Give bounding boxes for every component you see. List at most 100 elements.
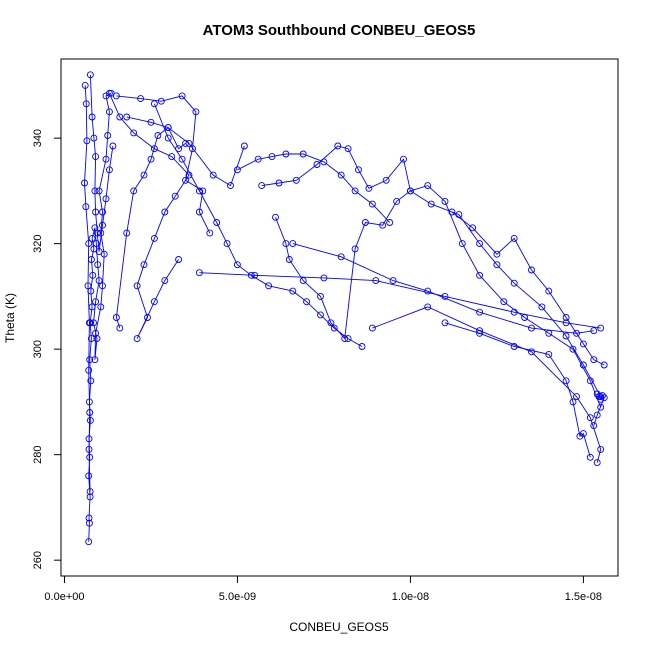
data-point bbox=[330, 324, 338, 332]
data-point bbox=[157, 97, 165, 105]
data-point bbox=[372, 277, 380, 285]
data-point bbox=[195, 208, 203, 216]
data-point bbox=[92, 240, 100, 248]
data-point bbox=[569, 398, 577, 406]
data-point bbox=[299, 150, 307, 158]
data-point bbox=[289, 240, 297, 248]
data-point bbox=[192, 108, 200, 116]
data-point bbox=[213, 219, 221, 226]
data-point bbox=[562, 332, 570, 340]
data-point bbox=[133, 335, 141, 343]
data-point bbox=[510, 234, 518, 242]
data-point bbox=[337, 253, 345, 261]
series-line bbox=[199, 272, 601, 329]
x-tick-label: 1.0e-08 bbox=[392, 591, 429, 603]
data-point bbox=[93, 229, 101, 237]
data-point bbox=[579, 340, 587, 348]
data-series bbox=[233, 150, 394, 226]
data-point bbox=[424, 287, 432, 295]
data-point bbox=[91, 356, 99, 364]
data-point bbox=[116, 113, 124, 121]
data-point bbox=[334, 142, 342, 150]
series-line bbox=[126, 116, 245, 187]
data-point bbox=[597, 395, 605, 403]
series-line bbox=[292, 243, 594, 334]
data-point bbox=[175, 256, 183, 263]
data-point bbox=[140, 261, 148, 269]
data-point bbox=[275, 179, 283, 187]
data-point bbox=[476, 329, 484, 337]
data-point bbox=[382, 176, 390, 184]
series-line bbox=[88, 92, 112, 542]
data-point bbox=[92, 298, 100, 306]
data-point bbox=[590, 422, 598, 430]
data-point bbox=[178, 92, 186, 100]
data-point bbox=[441, 197, 449, 205]
data-point bbox=[87, 377, 95, 385]
data-point bbox=[424, 182, 432, 190]
x-tick-label: 5.0e-09 bbox=[219, 591, 256, 603]
data-point bbox=[386, 219, 394, 226]
data-point bbox=[590, 356, 598, 364]
data-point bbox=[85, 472, 93, 480]
series-layer bbox=[81, 71, 608, 546]
series-line bbox=[444, 322, 591, 458]
data-point bbox=[105, 166, 113, 174]
chart-title: ATOM3 Southbound CONBEU_GEOS5 bbox=[203, 22, 476, 39]
data-point bbox=[195, 187, 203, 195]
data-point bbox=[282, 240, 290, 248]
data-point bbox=[528, 324, 535, 332]
data-point bbox=[161, 208, 169, 216]
data-point bbox=[458, 240, 466, 248]
data-point bbox=[84, 282, 92, 290]
data-point bbox=[161, 277, 169, 285]
data-point bbox=[116, 324, 124, 332]
data-point bbox=[240, 142, 248, 150]
y-axis-label: Theta (K) bbox=[3, 293, 17, 343]
data-point bbox=[178, 155, 186, 163]
data-point bbox=[562, 377, 570, 385]
data-point bbox=[168, 153, 176, 161]
data-point bbox=[368, 324, 376, 332]
data-point bbox=[189, 145, 196, 153]
data-point bbox=[327, 319, 335, 327]
data-point bbox=[154, 132, 162, 139]
y-tick-label: 260 bbox=[32, 551, 44, 569]
data-point bbox=[88, 113, 96, 121]
data-point bbox=[600, 361, 608, 369]
data-point bbox=[562, 314, 570, 321]
data-point bbox=[341, 335, 349, 343]
data-point bbox=[227, 182, 234, 190]
data-point bbox=[355, 166, 362, 174]
data-point bbox=[368, 200, 376, 208]
y-tick-label: 320 bbox=[32, 234, 44, 252]
data-point bbox=[579, 430, 587, 438]
data-series bbox=[112, 124, 189, 332]
y-tick-label: 280 bbox=[32, 445, 44, 463]
data-point bbox=[85, 514, 93, 522]
data-point bbox=[573, 393, 580, 401]
data-point bbox=[258, 182, 266, 190]
data-point bbox=[164, 124, 172, 132]
data-point bbox=[597, 324, 605, 332]
data-point bbox=[528, 348, 535, 356]
data-point bbox=[285, 256, 293, 263]
data-point bbox=[493, 261, 501, 269]
data-point bbox=[361, 219, 369, 226]
data-point bbox=[424, 303, 432, 311]
data-point bbox=[282, 150, 290, 158]
data-point bbox=[164, 134, 172, 142]
data-point bbox=[133, 282, 141, 290]
data-point bbox=[351, 245, 359, 253]
data-series bbox=[150, 100, 366, 350]
data-point bbox=[102, 155, 110, 163]
data-point bbox=[545, 287, 553, 295]
data-point bbox=[150, 298, 158, 306]
data-series bbox=[289, 240, 598, 337]
data-point bbox=[586, 453, 594, 461]
data-point bbox=[85, 319, 93, 327]
data-point bbox=[292, 176, 300, 184]
data-point bbox=[598, 392, 606, 400]
data-series bbox=[195, 269, 605, 332]
